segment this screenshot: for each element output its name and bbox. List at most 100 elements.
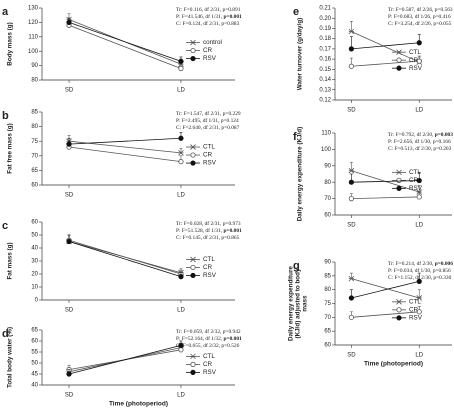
y-tick-label: 0.16 [319,57,331,63]
legend-label: control [203,39,222,46]
legend-label: CR [203,361,213,368]
y-tick-label: 40 [31,383,38,389]
stat-text: P: F=41.546, df 1/31, [176,13,224,20]
marker [348,63,354,69]
y-tick-label: 65 [31,328,38,334]
marker [348,28,355,35]
stat-line: C: F=0.655, df 2/32, p=0.526 [176,342,240,349]
y-tick-label: 85 [324,273,331,279]
stat-text: C: F=2.640, df 2/31, p=0.087 [176,124,240,131]
x-tick-label: LD [415,353,423,359]
stat-text: Tr: F=0.116, df 2/31, p=0.891 [176,6,241,13]
y-tick-label: 45 [31,372,38,378]
y-tick-label: 0.13 [319,87,331,93]
legend-label: RSV [409,185,423,192]
legend-marker [190,256,196,263]
series-line [351,196,420,199]
stat-line: P: F=0.034, df 1/30, p=0.856 [388,267,451,274]
y-tick-label: 90 [324,260,331,266]
y-tick-label: 55 [31,350,38,356]
y-tick-label: 60 [31,220,38,226]
stat-text: C: F=0.145, df 2/31, p=0.865 [176,234,240,241]
stat-text: C: F=3.254, df 2/26, p=0.055 [388,20,452,27]
y-tick-label: 0.19 [319,26,331,32]
marker [66,19,72,25]
stat-text: Tr: F=0.028, df 2/31, p=0.973 [176,220,241,227]
series-line [68,24,182,69]
legend-label: CR [409,57,419,64]
marker [178,347,184,353]
series-line [68,345,182,375]
y-tick-label: 0.17 [319,46,331,52]
legend-marker [190,144,196,150]
stat-line: P: F=0.683, df 1/26, p=0.416 [388,13,451,20]
stat-text: C: F=0.655, df 2/32, p=0.526 [176,342,240,349]
legend-marker [190,47,196,54]
y-tick-label: 60 [31,339,38,345]
marker [66,141,72,147]
y-tick-label: 80 [324,180,331,186]
marker [416,295,423,301]
stat-text: C: F=0.513, df 2/30, p=0.203 [388,145,452,152]
marker [348,46,354,52]
panel-letter: b [2,110,9,122]
legend-marker [396,307,402,313]
x-tick-label: LD [415,223,423,229]
legend-marker [396,57,402,63]
y-axis-label: Body mass (g) [7,22,14,65]
x-tick-label: LD [415,108,423,114]
stat-text: P: F=0.683, df 1/26, p=0.416 [388,13,451,20]
y-axis-label: Fat free mass (g) [7,123,14,173]
marker [416,194,422,200]
panel-letter: c [2,220,8,232]
marker [348,179,354,185]
y-tick-label: 20 [31,272,38,278]
series-line [351,31,420,63]
y-tick-label: 10 [31,285,38,291]
y-tick-label: 0.20 [319,16,331,22]
stat-line: Tr: F=0.116, df 2/31, p=0.891 [176,6,241,13]
stat-text: P: F=51.528, df 1/31, [176,227,224,234]
marker [348,295,354,301]
y-tick-label: 60 [31,183,38,189]
y-tick-label: 80 [31,124,38,130]
y-tick-label: 90 [31,63,38,69]
stat-text: C: F=0.124, df 2/31, p=0.883 [176,20,240,27]
marker [416,278,422,284]
legend-marker [396,299,402,305]
legend-marker [190,152,196,158]
marker [66,371,72,377]
series-line [351,180,420,183]
stat-line: P: F=52.164, df 1/32, p=0.001 [176,335,242,342]
marker [178,135,184,141]
series-line [351,278,420,299]
legend-marker [190,369,196,375]
stat-line: Tr: F=0.028, df 2/31, p=0.973 [176,220,241,227]
panel-letter: a [2,6,9,18]
marker [178,150,184,156]
legend-label: CR [203,264,213,271]
stat-line: C: F=1.152, df 2/30, p=0.330 [388,274,452,281]
x-tick-label: SD [347,108,356,114]
legend-label: CR [409,307,419,314]
marker [416,309,422,315]
x-tick-label: SD [65,88,74,94]
y-tick-label: 110 [321,131,331,137]
y-tick-label: 90 [324,163,331,169]
y-axis-label: Daily energy expenditure [288,266,295,341]
y-tick-label: 80 [31,78,38,84]
series-line [351,280,420,299]
y-tick-label: 80 [324,287,331,293]
x-axis-label: Time (photoperiod) [109,401,168,408]
y-tick-label: 70 [31,153,38,159]
y-tick-label: 0 [35,298,39,304]
panel-letter: g [293,260,300,272]
panel-letter: e [293,6,299,18]
legend-label: RSV [409,65,423,72]
stat-line: P: F=2.656, df 1/30, p=0.166 [388,138,451,145]
y-axis-label: Daily energy expenditure (KJ/d) [297,127,304,221]
stat-text: C: F=1.152, df 2/30, p=0.330 [388,274,452,281]
y-tick-label: 50 [31,361,38,367]
y-axis-label: Total body water (%) [7,327,14,388]
legend-marker [190,264,196,271]
